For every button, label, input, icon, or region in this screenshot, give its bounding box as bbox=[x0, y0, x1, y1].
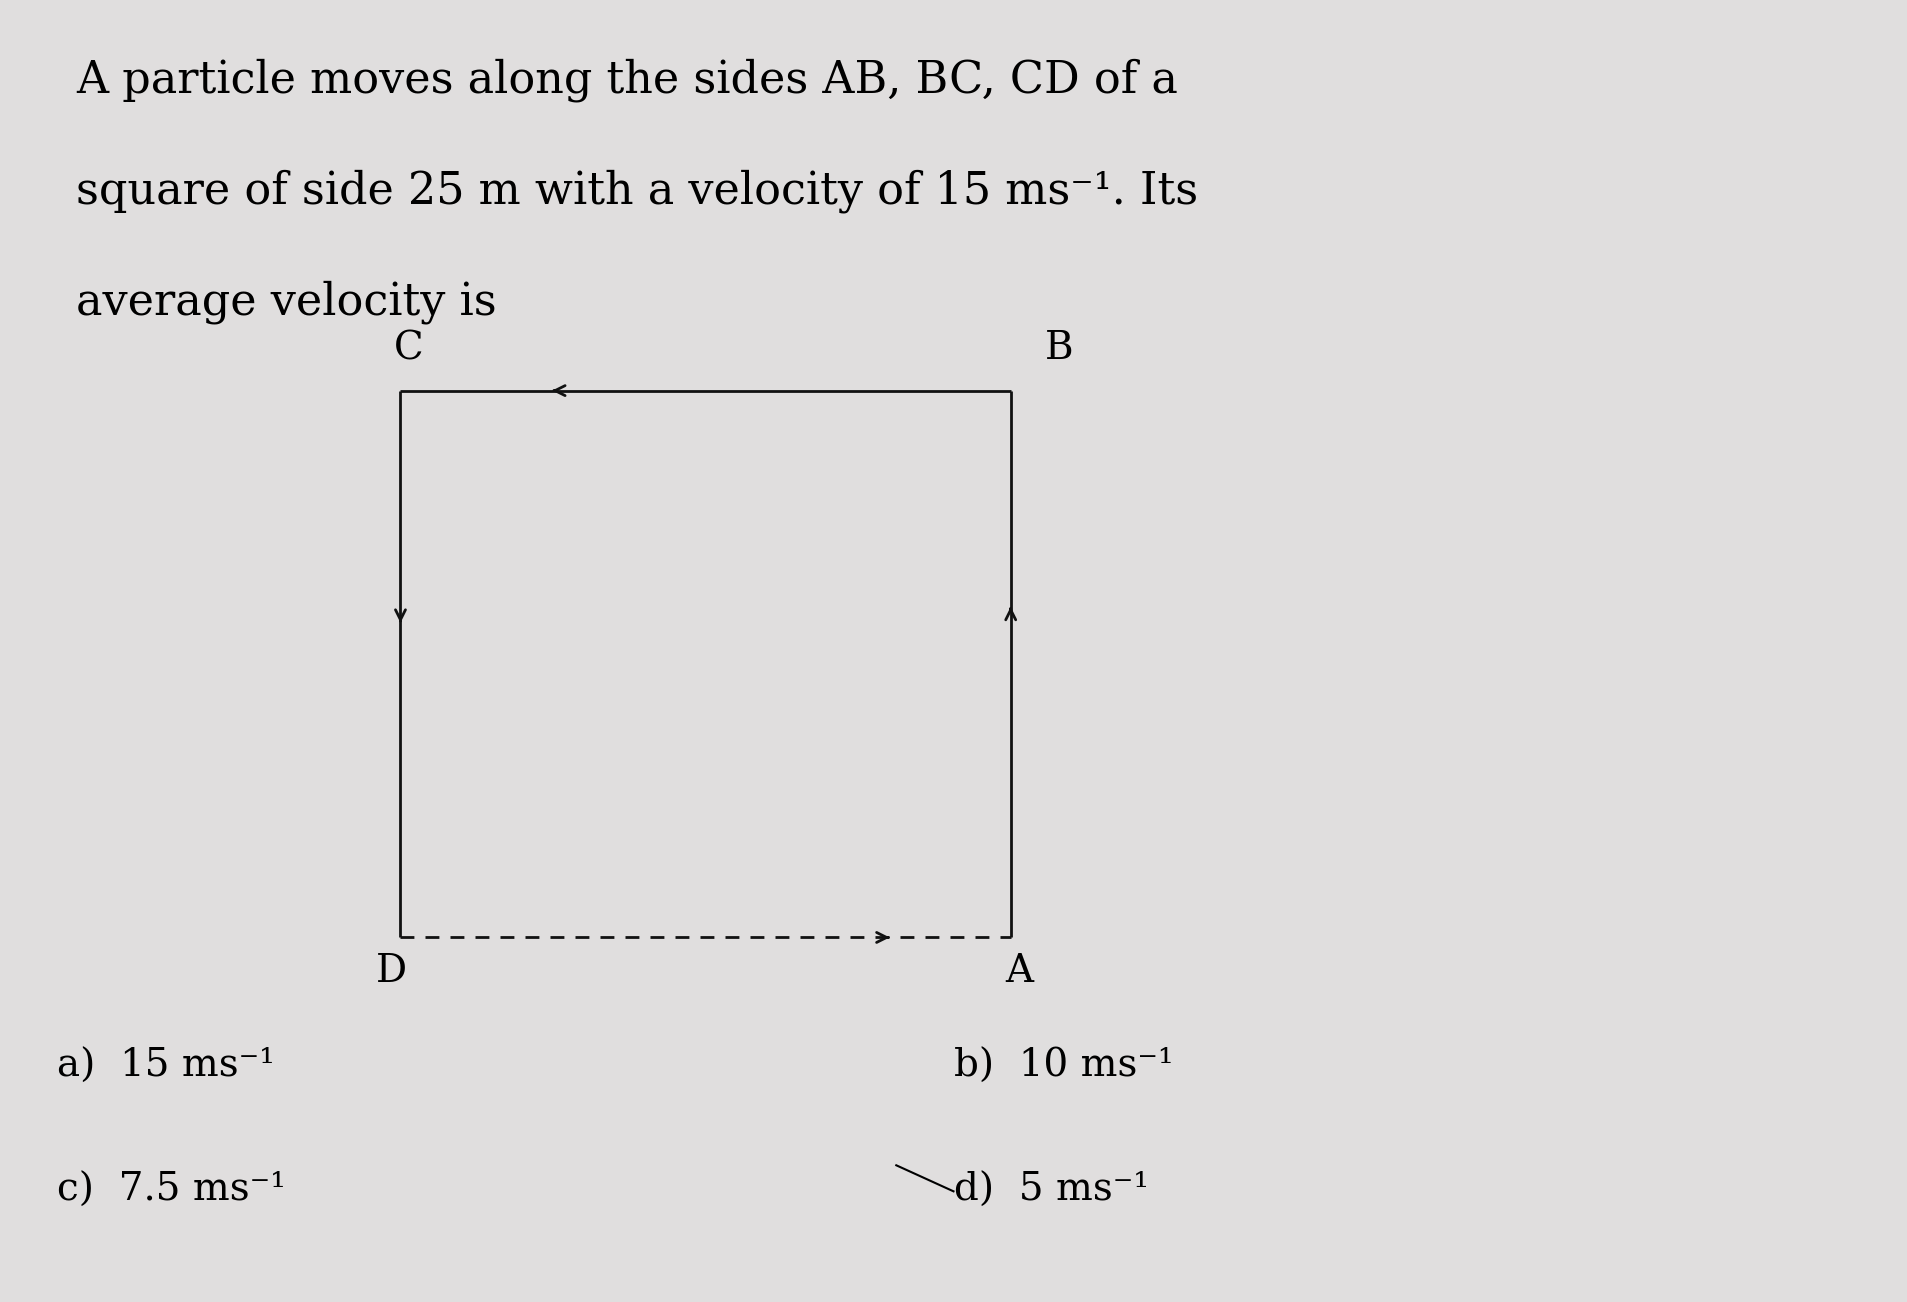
Text: average velocity is: average velocity is bbox=[76, 280, 498, 324]
Text: a)  15 ms⁻¹: a) 15 ms⁻¹ bbox=[57, 1048, 275, 1085]
Text: A particle moves along the sides AB, BC, CD of a: A particle moves along the sides AB, BC,… bbox=[76, 59, 1179, 103]
Text: b)  10 ms⁻¹: b) 10 ms⁻¹ bbox=[954, 1048, 1173, 1085]
Text: B: B bbox=[1045, 331, 1074, 367]
Text: D: D bbox=[376, 953, 408, 990]
Text: A: A bbox=[1005, 953, 1034, 990]
Text: C: C bbox=[395, 331, 423, 367]
Text: d)  5 ms⁻¹: d) 5 ms⁻¹ bbox=[954, 1172, 1148, 1208]
Text: c)  7.5 ms⁻¹: c) 7.5 ms⁻¹ bbox=[57, 1172, 286, 1208]
Text: square of side 25 m with a velocity of 15 ms⁻¹. Its: square of side 25 m with a velocity of 1… bbox=[76, 169, 1198, 214]
